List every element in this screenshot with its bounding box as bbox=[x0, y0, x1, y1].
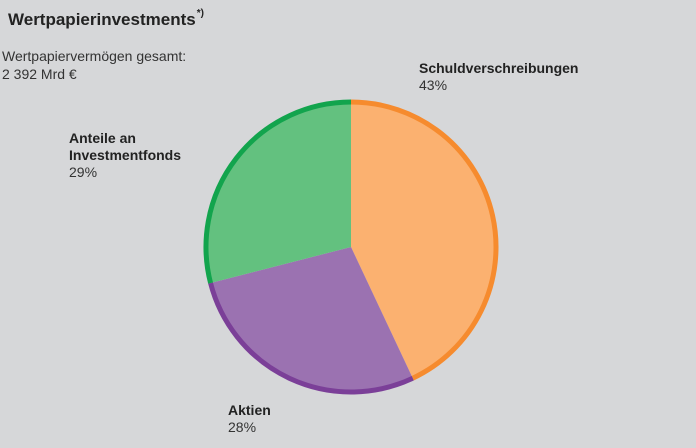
label-anteile-an-investmentfonds: Anteile an Investmentfonds 29% bbox=[69, 130, 181, 181]
chart-title-text: Wertpapierinvestments bbox=[8, 10, 196, 29]
pie-slice-edge-aktien bbox=[208, 282, 414, 395]
pie-slice-schuldverschreibungen bbox=[351, 100, 498, 381]
slice-label-percent: 29% bbox=[69, 164, 98, 180]
slice-label-percent: 28% bbox=[228, 419, 257, 435]
footnote-mark: *) bbox=[196, 8, 204, 19]
pie-slice-edge-schuldverschreibungen bbox=[350, 99, 499, 381]
total-value: 2 392 Mrd € bbox=[2, 66, 77, 82]
slice-label-percent: 43% bbox=[419, 77, 448, 93]
label-aktien: Aktien 28% bbox=[228, 402, 271, 436]
total-label: Wertpapiervermögen gesamt: bbox=[2, 48, 187, 64]
slice-label-name-line-1: Anteile an bbox=[69, 130, 136, 146]
label-schuldverschreibungen: Schuldverschreibungen 43% bbox=[419, 60, 578, 94]
slice-label-name: Aktien bbox=[228, 402, 271, 418]
pie-slice-anteile-an-investmentfonds bbox=[204, 100, 351, 284]
slice-label-name: Schuldverschreibungen bbox=[419, 60, 579, 76]
chart-title: Wertpapierinvestments*) bbox=[8, 8, 204, 30]
pie-slice-edge-anteile-an-investmentfonds bbox=[203, 99, 352, 284]
slice-label-name-line-2: Investmentfonds bbox=[69, 147, 182, 163]
